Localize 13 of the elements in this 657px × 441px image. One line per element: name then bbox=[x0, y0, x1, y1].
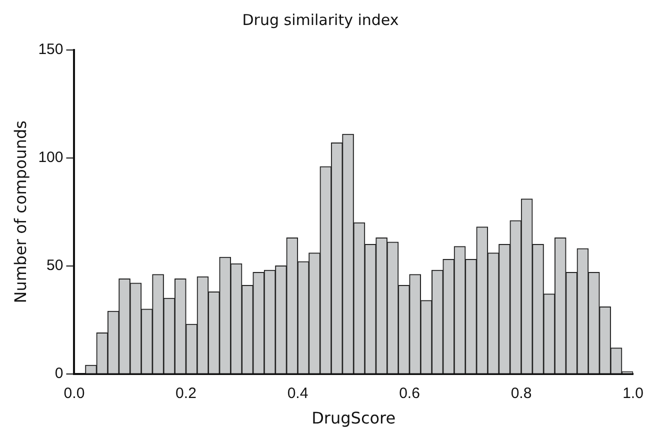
x-tick-label: 0.8 bbox=[510, 384, 532, 402]
y-tick-label: 150 bbox=[38, 41, 64, 58]
x-tick-label: 0.0 bbox=[64, 384, 85, 402]
x-tick-label: 0.2 bbox=[176, 384, 196, 402]
y-tick-label: 50 bbox=[46, 257, 64, 274]
x-tick-label: 0.4 bbox=[287, 384, 308, 402]
x-axis-title: DrugScore bbox=[312, 408, 396, 428]
x-tick-label: 0.6 bbox=[399, 384, 420, 402]
x-tick-label: 1.0 bbox=[622, 384, 644, 402]
y-tick-label: 100 bbox=[38, 149, 64, 166]
chart-title: Drug similarity index bbox=[242, 10, 399, 29]
y-tick-label: 0 bbox=[54, 364, 64, 382]
y-axis-title: Number of compounds bbox=[10, 120, 30, 304]
